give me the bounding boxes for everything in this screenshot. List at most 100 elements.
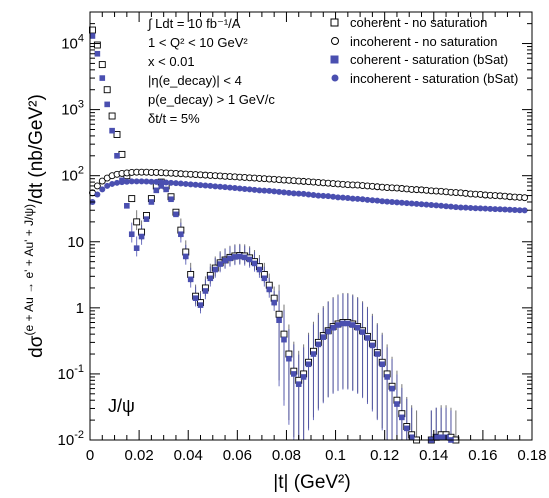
data-point — [163, 186, 169, 193]
annotation-line: 1 < Q² < 10 GeV² — [148, 35, 248, 50]
data-point — [467, 204, 474, 211]
data-point — [212, 266, 219, 273]
data-point — [285, 189, 292, 196]
y-tick-label: 1 — [76, 300, 84, 317]
data-point — [443, 203, 450, 210]
data-point — [320, 334, 327, 340]
x-tick-label: 0.16 — [468, 447, 497, 464]
data-point — [276, 188, 283, 195]
data-point — [280, 189, 287, 196]
data-point — [389, 385, 395, 392]
data-point — [290, 190, 297, 197]
data-point — [266, 187, 273, 194]
data-point — [104, 101, 110, 108]
data-point — [276, 317, 282, 324]
legend-marker-open-circle — [331, 37, 339, 45]
data-point — [108, 112, 116, 120]
data-point — [98, 177, 106, 185]
annotation-line: x < 0.01 — [148, 54, 195, 69]
y-axis-label-group: dσ(e + Au → e' + Au' + J/ψ)/dt (nb/GeV²) — [22, 94, 47, 358]
data-point — [192, 295, 199, 301]
series-layer — [89, 26, 529, 444]
data-point — [133, 178, 140, 185]
data-point — [182, 253, 189, 260]
data-point — [148, 178, 155, 185]
data-point — [114, 152, 120, 159]
data-point — [418, 201, 425, 208]
data-point — [457, 204, 464, 211]
data-point — [109, 127, 115, 134]
data-point — [477, 205, 484, 212]
svg-text:dσ(e + Au → e' + Au' + J/ψ)/dt: dσ(e + Au → e' + Au' + J/ψ)/dt (nb/GeV²) — [22, 94, 47, 358]
data-point — [472, 205, 479, 212]
data-point — [281, 336, 287, 343]
legend-label: incoherent - no saturation — [350, 34, 497, 49]
annotation-line: |η(e_decay)| < 4 — [148, 73, 242, 88]
data-point — [403, 200, 410, 207]
legend: coherent - no saturation incoherent - no… — [330, 15, 518, 86]
data-point — [413, 200, 420, 207]
data-point — [222, 184, 229, 191]
x-axis-label: |t| (GeV²) — [273, 472, 350, 493]
x-tick-label: 0.08 — [272, 447, 301, 464]
data-point — [109, 180, 116, 187]
data-point — [438, 202, 445, 209]
data-point — [305, 191, 312, 198]
data-point — [482, 205, 489, 212]
y-tick-label: 10-2 — [58, 429, 84, 449]
data-point — [197, 302, 204, 308]
data-point — [114, 179, 121, 186]
data-point — [143, 216, 150, 222]
data-point — [295, 190, 302, 197]
data-point — [241, 185, 248, 192]
data-point — [300, 190, 307, 197]
data-point — [217, 261, 223, 267]
data-point — [138, 233, 145, 240]
data-point — [261, 187, 268, 194]
data-point — [286, 355, 292, 362]
data-point — [89, 26, 96, 34]
data-point — [374, 197, 381, 204]
data-point — [104, 182, 111, 189]
data-point — [275, 310, 283, 318]
data-point — [408, 434, 415, 441]
data-point — [433, 202, 440, 209]
annotation-line: p(e_decay) > 1 GeV/c — [148, 92, 275, 107]
data-point — [99, 75, 106, 81]
data-point — [452, 204, 459, 211]
y-axis-label-superscript: (e + Au → e' + Au' + J/ψ) — [22, 204, 36, 336]
data-point — [158, 179, 165, 186]
legend-label: coherent - no saturation — [350, 15, 487, 30]
data-point — [300, 374, 307, 380]
data-point — [256, 187, 263, 194]
data-point — [246, 256, 253, 263]
data-point — [511, 206, 518, 213]
annotation-line: δt/t = 5% — [148, 111, 200, 126]
data-point — [123, 178, 130, 185]
data-point — [94, 191, 101, 198]
data-point — [153, 187, 160, 194]
data-point — [271, 188, 278, 195]
data-point — [133, 218, 141, 226]
data-point — [423, 201, 430, 208]
y-tick-label: 102 — [61, 165, 84, 185]
data-point — [89, 33, 96, 39]
y-axis-label-prefix: dσ — [26, 335, 47, 358]
data-point — [315, 192, 322, 199]
data-point — [241, 254, 248, 261]
data-point — [192, 181, 199, 188]
data-point — [354, 324, 361, 331]
data-point — [98, 61, 106, 69]
data-point — [330, 193, 337, 200]
series-filled-circle — [89, 178, 528, 214]
data-point — [128, 195, 136, 203]
corner-label: J/ψ — [108, 396, 135, 416]
data-point — [349, 322, 356, 328]
data-point — [236, 253, 243, 260]
data-point — [251, 186, 258, 193]
data-point — [148, 199, 155, 205]
data-point — [364, 196, 371, 203]
data-point — [222, 257, 228, 264]
data-point — [501, 206, 508, 213]
